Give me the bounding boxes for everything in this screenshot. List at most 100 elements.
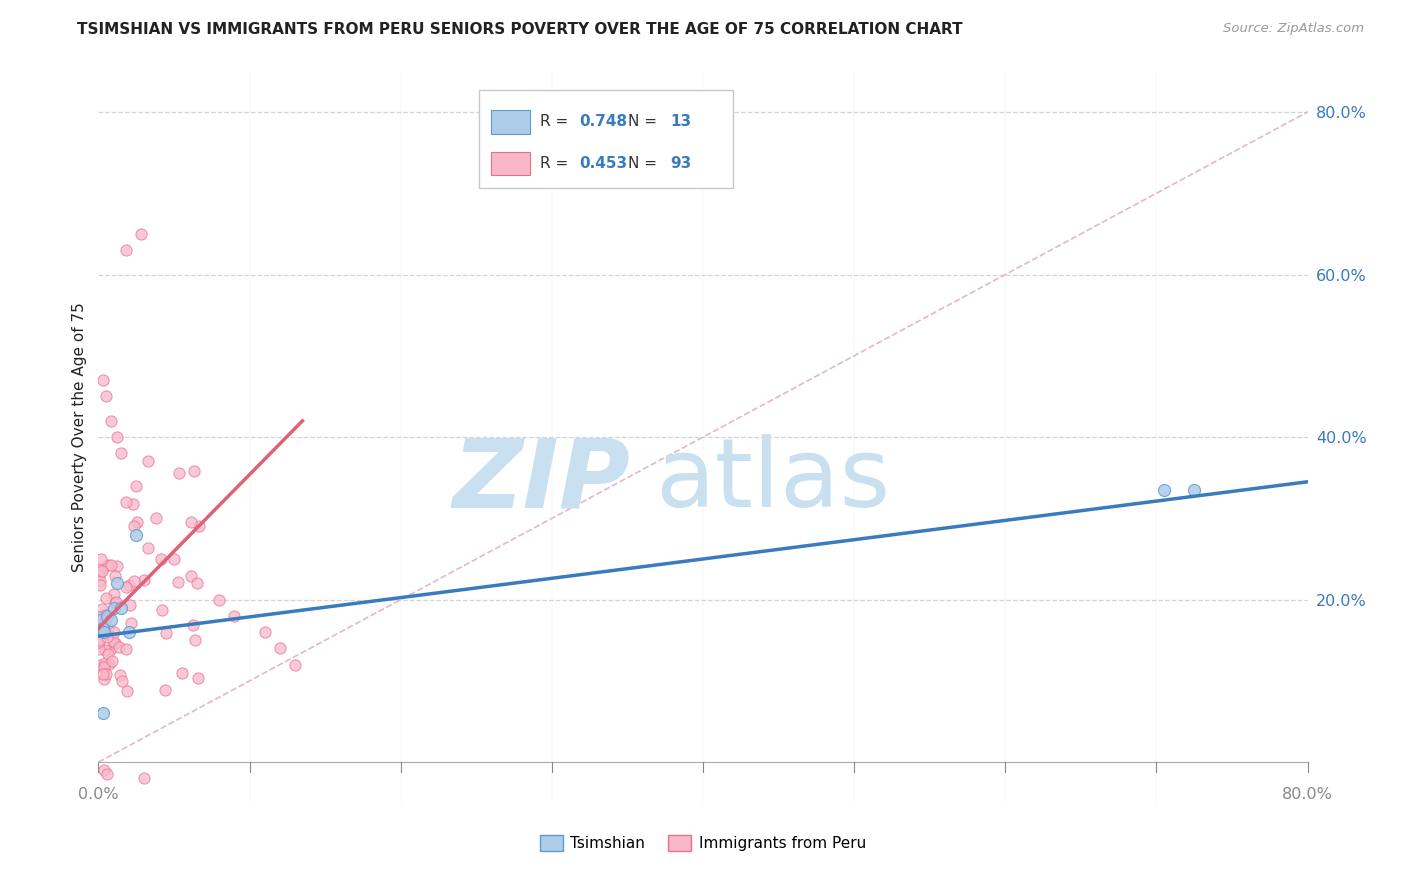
Point — [253, 625, 276, 640]
Point — [89, 623, 111, 637]
Point — [94, 657, 117, 671]
Point — [163, 552, 186, 566]
Point — [91, 629, 114, 643]
Point — [184, 632, 207, 647]
Point — [90, 552, 112, 566]
Point — [89, 578, 111, 592]
Point — [269, 641, 291, 656]
Point — [187, 519, 209, 533]
Point — [121, 497, 143, 511]
Point — [132, 573, 155, 587]
Point — [93, 643, 115, 657]
Point — [104, 569, 127, 583]
Text: N =: N = — [628, 156, 662, 171]
Point — [94, 591, 117, 605]
Point — [96, 630, 118, 644]
Point — [94, 389, 117, 403]
Text: 0.453: 0.453 — [579, 156, 628, 171]
Text: 93: 93 — [671, 156, 692, 171]
Point — [97, 621, 120, 635]
Point — [125, 515, 148, 529]
Legend: Tsimshian, Immigrants from Peru: Tsimshian, Immigrants from Peru — [534, 830, 872, 857]
Point — [124, 519, 146, 533]
Y-axis label: Seniors Poverty Over the Age of 75: Seniors Poverty Over the Age of 75 — [72, 302, 87, 572]
Point — [145, 511, 167, 525]
Point — [91, 373, 114, 387]
Point — [103, 634, 125, 648]
Point — [125, 479, 148, 493]
Text: 13: 13 — [671, 114, 692, 129]
Point — [118, 578, 141, 592]
Point — [98, 657, 121, 672]
Point — [187, 671, 209, 685]
Text: R =: R = — [540, 114, 572, 129]
Point — [122, 574, 145, 588]
Point — [111, 674, 134, 689]
Point — [94, 611, 117, 625]
Point — [93, 673, 115, 687]
Point — [100, 414, 122, 428]
Point — [89, 642, 111, 657]
Point — [136, 541, 159, 556]
Point — [183, 618, 205, 632]
Point — [90, 562, 112, 576]
Point — [100, 558, 122, 573]
Point — [93, 615, 115, 630]
Text: Source: ZipAtlas.com: Source: ZipAtlas.com — [1223, 22, 1364, 36]
FancyBboxPatch shape — [492, 152, 530, 175]
Point — [91, 612, 114, 626]
Point — [284, 657, 307, 672]
Point — [87, 635, 110, 649]
Point — [96, 608, 118, 623]
Point — [93, 625, 115, 640]
Point — [105, 576, 128, 591]
Point — [150, 602, 173, 616]
Point — [118, 625, 141, 640]
Text: 0.748: 0.748 — [579, 114, 628, 129]
Point — [105, 559, 128, 574]
Point — [90, 623, 112, 637]
Point — [89, 633, 111, 648]
Point — [136, 453, 159, 467]
Point — [105, 430, 128, 444]
Point — [110, 446, 132, 460]
Point — [167, 466, 190, 480]
Point — [91, 621, 114, 635]
Point — [153, 683, 176, 698]
Point — [100, 654, 122, 668]
Point — [87, 609, 110, 624]
Point — [91, 618, 114, 632]
Point — [104, 594, 127, 608]
Point — [91, 602, 114, 616]
Point — [103, 624, 125, 639]
Point — [186, 576, 208, 591]
Point — [91, 667, 114, 681]
Point — [91, 564, 114, 578]
Point — [150, 552, 173, 566]
Point — [104, 636, 127, 650]
Point — [97, 647, 120, 661]
Point — [114, 243, 136, 257]
Point — [94, 607, 117, 622]
Point — [114, 642, 136, 657]
Point — [208, 592, 231, 607]
Point — [115, 580, 138, 594]
Point — [103, 600, 125, 615]
Point — [103, 587, 125, 601]
Point — [96, 767, 118, 781]
Point — [100, 613, 122, 627]
Point — [90, 613, 112, 627]
Point — [94, 666, 117, 681]
Text: N =: N = — [628, 114, 662, 129]
Text: 80.0%: 80.0% — [1282, 787, 1333, 802]
Point — [89, 568, 111, 582]
Point — [183, 464, 205, 478]
Point — [89, 574, 111, 589]
Point — [1153, 483, 1175, 497]
Point — [125, 527, 148, 541]
Point — [167, 575, 190, 590]
Point — [93, 660, 115, 674]
Point — [155, 626, 177, 640]
Point — [129, 227, 152, 241]
Text: ZIP: ZIP — [453, 434, 630, 527]
